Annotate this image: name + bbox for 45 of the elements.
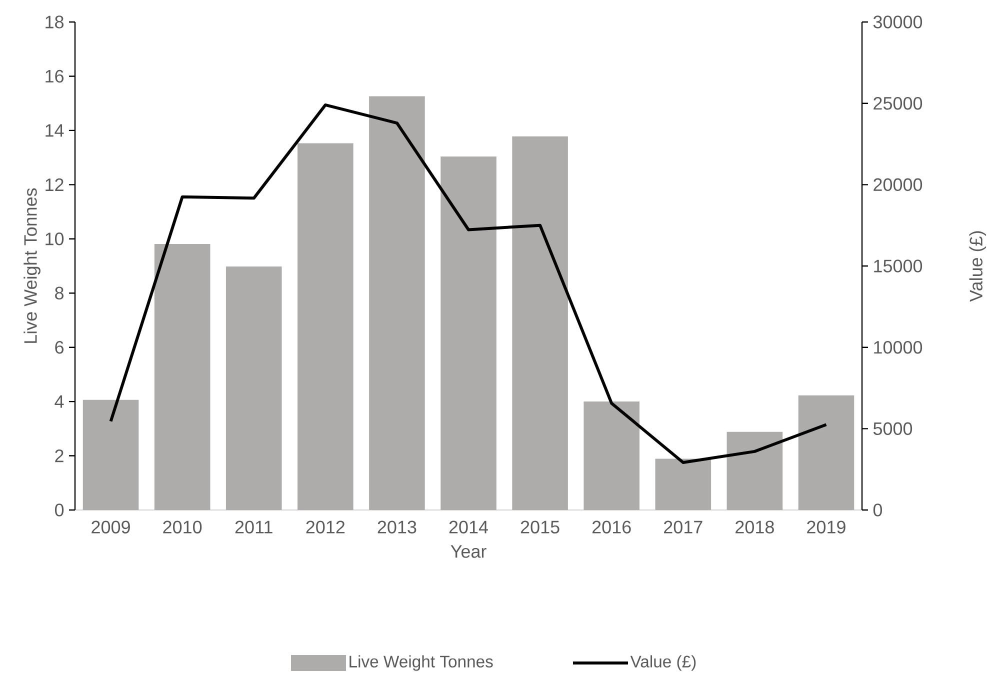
bar: [298, 143, 354, 510]
x-tick-label: 2012: [306, 520, 345, 534]
bar: [584, 402, 640, 510]
y-tick-label: 14: [46, 124, 64, 137]
y2-tick-label: 0: [873, 504, 882, 516]
y2-axis-title: Value (£): [969, 231, 986, 302]
x-tick-label: 2015: [520, 520, 560, 534]
legend-label: Live Weight Tonnes: [350, 655, 493, 671]
line-series: [109, 103, 828, 464]
x-tick-label: 2017: [664, 520, 702, 534]
y-tick-label: 8: [55, 286, 64, 300]
y-axis-title: Live Weight Tonnes: [24, 188, 40, 343]
y-tick-label: 18: [46, 16, 64, 28]
y-tick-label: 12: [46, 178, 64, 191]
x-tick-label: 2019: [807, 520, 846, 534]
x-axis-title: Year: [450, 545, 486, 558]
legend-label: Value (£): [630, 655, 696, 671]
bar: [154, 244, 210, 510]
bar: [798, 395, 854, 510]
x-tick-label: 2013: [378, 520, 416, 534]
bar: [82, 400, 139, 510]
x-tick-label: 2009: [92, 520, 130, 534]
x-tick-label: 2018: [736, 520, 774, 534]
y2-tick-label: 25000: [874, 96, 922, 110]
y2-tick-label: 10000: [874, 340, 922, 354]
bar: [226, 266, 282, 510]
y2-tick-label: 15000: [874, 260, 922, 272]
y-tick-label: 4: [54, 395, 64, 408]
x-tick-label: 2014: [449, 520, 488, 534]
bar: [655, 458, 712, 510]
bar: [512, 136, 568, 510]
y-tick-label: 2: [55, 450, 64, 462]
x-tick-label: 2010: [163, 520, 202, 534]
bar: [726, 432, 783, 510]
bar: [440, 156, 496, 510]
y-tick-label: 10: [46, 232, 64, 246]
y2-tick-label: 5000: [873, 422, 912, 436]
x-tick-label: 2016: [592, 520, 631, 534]
y-tick-label: 16: [46, 70, 64, 83]
bar: [369, 96, 425, 510]
y2-tick-label: 30000: [873, 16, 922, 28]
y-tick-label: 6: [55, 340, 64, 354]
y2-tick-label: 20000: [874, 178, 922, 192]
x-tick-label: 2011: [235, 520, 272, 534]
y-tick-label: 0: [54, 504, 64, 516]
